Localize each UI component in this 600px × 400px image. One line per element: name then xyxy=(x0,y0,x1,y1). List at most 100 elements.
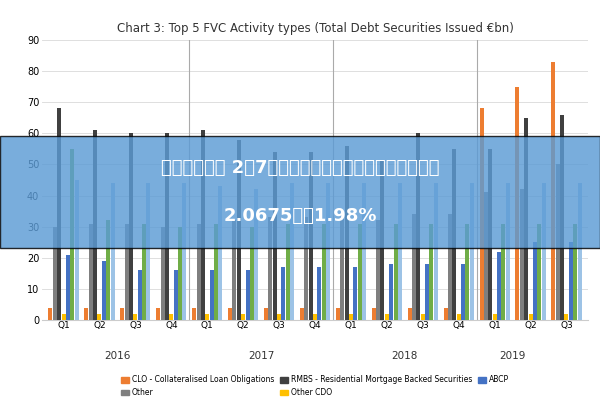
Bar xyxy=(192,308,196,320)
Bar xyxy=(344,146,349,320)
Bar xyxy=(146,183,151,320)
Text: 2017: 2017 xyxy=(248,351,274,361)
Bar xyxy=(53,227,57,320)
Bar xyxy=(197,224,200,320)
Bar xyxy=(506,183,509,320)
Bar xyxy=(430,224,433,320)
Bar xyxy=(49,308,52,320)
Text: 2018: 2018 xyxy=(392,351,418,361)
Bar xyxy=(326,183,330,320)
Bar xyxy=(421,314,425,320)
Bar xyxy=(70,149,74,320)
Bar xyxy=(62,314,65,320)
Bar xyxy=(237,140,241,320)
Bar xyxy=(281,267,286,320)
Bar xyxy=(277,314,281,320)
Bar xyxy=(241,314,245,320)
Bar xyxy=(502,224,505,320)
Bar xyxy=(560,115,564,320)
Bar xyxy=(479,108,484,320)
Bar xyxy=(308,152,313,320)
Bar xyxy=(484,192,488,320)
Bar xyxy=(165,133,169,320)
Bar xyxy=(362,183,366,320)
Bar xyxy=(182,183,187,320)
Bar xyxy=(156,308,160,320)
Bar xyxy=(173,270,178,320)
Bar xyxy=(407,308,412,320)
Bar xyxy=(214,224,218,320)
Bar xyxy=(57,108,61,320)
Bar xyxy=(313,314,317,320)
Bar xyxy=(290,183,294,320)
Bar xyxy=(470,183,474,320)
Bar xyxy=(443,308,448,320)
Bar xyxy=(565,314,568,320)
Bar xyxy=(74,180,79,320)
Bar xyxy=(488,149,492,320)
Bar xyxy=(376,220,380,320)
Bar xyxy=(394,224,398,320)
Bar xyxy=(398,183,402,320)
Bar xyxy=(268,217,272,320)
Bar xyxy=(461,264,465,320)
Bar xyxy=(520,189,524,320)
Bar xyxy=(218,186,223,320)
Bar xyxy=(133,314,137,320)
Bar xyxy=(385,314,389,320)
Bar xyxy=(169,314,173,320)
Bar xyxy=(425,264,429,320)
Bar xyxy=(228,308,232,320)
Bar xyxy=(93,130,97,320)
Bar xyxy=(529,314,533,320)
Bar xyxy=(448,214,452,320)
Bar xyxy=(457,314,461,320)
Bar xyxy=(138,270,142,320)
Bar xyxy=(102,261,106,320)
Bar xyxy=(416,133,421,320)
Bar xyxy=(250,227,254,320)
Bar xyxy=(578,183,581,320)
Title: Chart 3: Top 5 FVC Activity types (Total Debt Securities Issued €bn): Chart 3: Top 5 FVC Activity types (Total… xyxy=(116,22,514,35)
Bar xyxy=(537,224,541,320)
Bar xyxy=(466,224,469,320)
Bar xyxy=(232,220,236,320)
Bar xyxy=(201,130,205,320)
Bar xyxy=(121,308,124,320)
Bar xyxy=(515,87,520,320)
Bar xyxy=(129,133,133,320)
Bar xyxy=(110,183,115,320)
Bar xyxy=(556,164,560,320)
Text: 2019: 2019 xyxy=(499,351,526,361)
Bar xyxy=(125,224,128,320)
Bar xyxy=(317,267,322,320)
Bar xyxy=(573,224,577,320)
Bar xyxy=(89,224,93,320)
Bar xyxy=(389,264,393,320)
Bar xyxy=(542,183,545,320)
Bar xyxy=(336,308,340,320)
Bar xyxy=(497,252,501,320)
Bar xyxy=(142,224,146,320)
Text: 2.0675，涨1.98%: 2.0675，涨1.98% xyxy=(223,207,377,225)
Bar xyxy=(340,217,344,320)
Bar xyxy=(106,220,110,320)
Bar xyxy=(254,189,258,320)
Bar xyxy=(245,270,250,320)
Bar xyxy=(97,314,101,320)
Bar xyxy=(372,308,376,320)
Bar xyxy=(66,255,70,320)
Bar xyxy=(358,224,362,320)
Text: 2016: 2016 xyxy=(104,351,131,361)
Bar xyxy=(551,62,556,320)
Bar xyxy=(205,314,209,320)
Bar xyxy=(209,270,214,320)
Bar xyxy=(493,314,497,320)
Bar xyxy=(569,242,573,320)
Bar xyxy=(353,267,357,320)
Bar xyxy=(524,118,528,320)
Bar xyxy=(380,161,385,320)
Bar xyxy=(349,314,353,320)
Bar xyxy=(178,227,182,320)
Text: 四川股票配资 2月7日基金净値：泓德泓汇混合最新净値: 四川股票配资 2月7日基金净値：泓德泓汇混合最新净値 xyxy=(161,159,439,177)
